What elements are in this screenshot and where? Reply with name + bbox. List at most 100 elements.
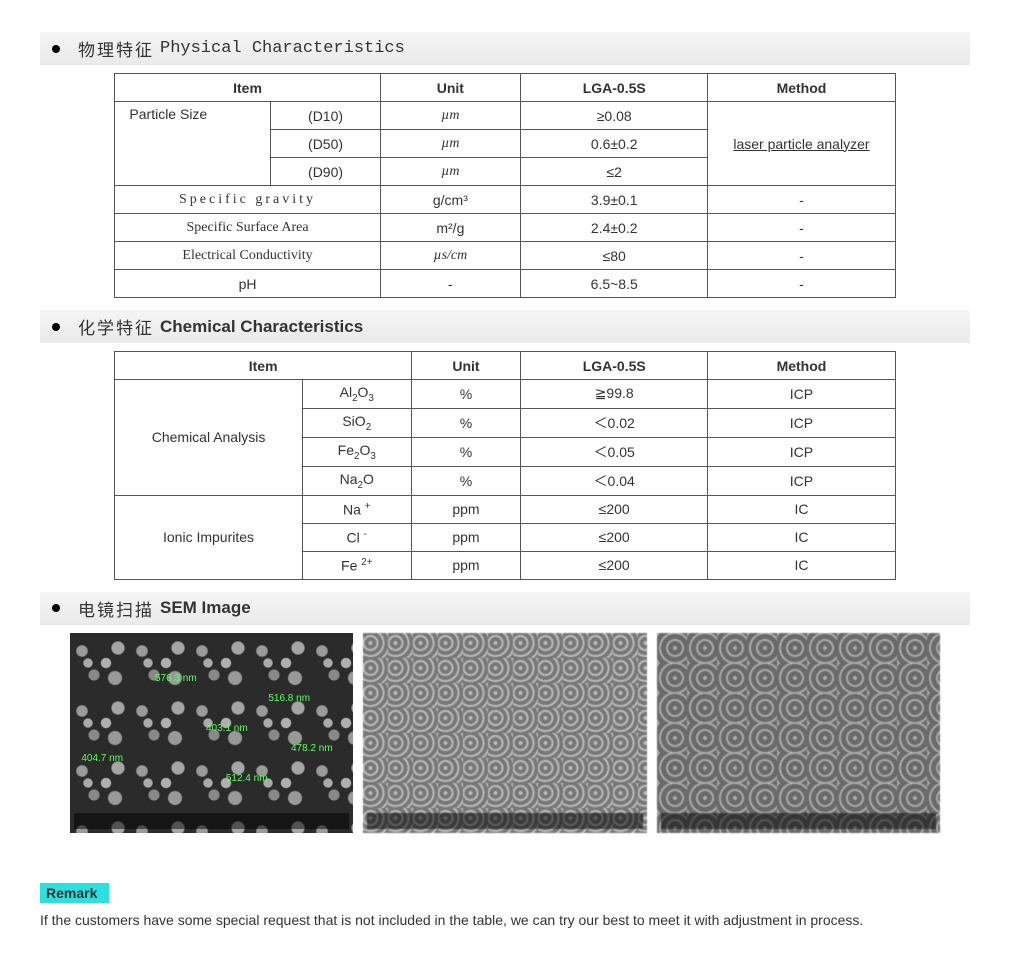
particle-size-label: Particle Size xyxy=(115,102,271,186)
method: IC xyxy=(708,495,895,523)
col-item: Item xyxy=(115,74,380,102)
group-label: Ionic Impurites xyxy=(115,495,302,579)
method: ICP xyxy=(708,408,895,437)
table-header-row: Item Unit LGA-0.5S Method xyxy=(115,352,895,380)
col-unit: Unit xyxy=(380,74,520,102)
unit: µs/cm xyxy=(380,242,520,270)
species: Cl - xyxy=(302,523,411,551)
value: ＜0.05 xyxy=(521,437,708,466)
value: ≤2 xyxy=(521,158,708,186)
remark-text: If the customers have some special reque… xyxy=(40,909,970,931)
species: SiO2 xyxy=(302,408,411,437)
d-sub: (D10) xyxy=(271,102,380,130)
unit: - xyxy=(380,270,520,298)
value: 3.9±0.1 xyxy=(521,186,708,214)
item: Electrical Conductivity xyxy=(115,242,380,270)
sem-annot: 512.4 nm xyxy=(226,773,268,784)
section-cn: 物理特征 xyxy=(78,36,154,61)
item: pH xyxy=(115,270,380,298)
unit: m²/g xyxy=(380,214,520,242)
species: Fe 2+ xyxy=(302,551,411,579)
value: ≤200 xyxy=(521,495,708,523)
bullet-icon xyxy=(52,604,60,612)
sem-info-bar xyxy=(74,813,349,829)
table-row: Ionic Impurites Na + ppm ≤200 IC xyxy=(115,495,895,523)
value: ≤80 xyxy=(521,242,708,270)
value: ≧99.8 xyxy=(521,380,708,409)
col-unit: Unit xyxy=(411,352,520,380)
unit: ppm xyxy=(411,495,520,523)
unit: µm xyxy=(380,130,520,158)
value: ≥0.08 xyxy=(521,102,708,130)
chemical-table: Item Unit LGA-0.5S Method Chemical Analy… xyxy=(114,351,895,580)
physical-table: Item Unit LGA-0.5S Method Particle Size … xyxy=(114,73,895,298)
remark-block: Remark If the customers have some specia… xyxy=(40,883,970,931)
method-text: laser particle analyzer xyxy=(733,136,869,152)
sem-image-1: 404.7 nm 576.3 nm 403.1 nm 516.8 nm 512.… xyxy=(70,633,353,833)
sem-image-3 xyxy=(657,633,940,833)
d-sub: (D90) xyxy=(271,158,380,186)
col-method: Method xyxy=(708,352,895,380)
method: ICP xyxy=(708,437,895,466)
unit: µm xyxy=(380,102,520,130)
section-en: SEM Image xyxy=(160,598,251,618)
method: IC xyxy=(708,523,895,551)
section-cn: 化学特征 xyxy=(78,314,154,339)
item: Specific gravity xyxy=(115,186,380,214)
method: ICP xyxy=(708,466,895,495)
unit: ppm xyxy=(411,551,520,579)
unit: % xyxy=(411,437,520,466)
col-product: LGA-0.5S xyxy=(521,74,708,102)
remark-title: Remark xyxy=(40,883,109,903)
col-method: Method xyxy=(708,74,895,102)
method: - xyxy=(708,270,895,298)
d-sub: (D50) xyxy=(271,130,380,158)
species: Al2O3 xyxy=(302,380,411,409)
table-row: Electrical Conductivity µs/cm ≤80 - xyxy=(115,242,895,270)
method: IC xyxy=(708,551,895,579)
table-row: Chemical Analysis Al2O3 % ≧99.8 ICP xyxy=(115,380,895,409)
bullet-icon xyxy=(52,323,60,331)
value: 6.5~8.5 xyxy=(521,270,708,298)
table-row: pH - 6.5~8.5 - xyxy=(115,270,895,298)
sem-annot: 478.2 nm xyxy=(291,743,333,754)
section-cn: 电镜扫描 xyxy=(78,596,154,621)
species: Na + xyxy=(302,495,411,523)
item: Specific Surface Area xyxy=(115,214,380,242)
sem-annot: 576.3 nm xyxy=(155,673,197,684)
sem-image-2 xyxy=(363,633,646,833)
section-header-sem: 电镜扫描 SEM Image xyxy=(40,592,970,625)
value: ≤200 xyxy=(521,551,708,579)
section-en: Chemical Characteristics xyxy=(160,317,363,337)
value: 2.4±0.2 xyxy=(521,214,708,242)
value: ≤200 xyxy=(521,523,708,551)
value: 0.6±0.2 xyxy=(521,130,708,158)
sem-annot: 403.1 nm xyxy=(206,723,248,734)
col-item: Item xyxy=(115,352,411,380)
bullet-icon xyxy=(52,45,60,53)
unit: % xyxy=(411,466,520,495)
section-en: Physical Characteristics xyxy=(160,39,405,58)
sem-info-bar xyxy=(661,813,936,829)
species: Fe2O3 xyxy=(302,437,411,466)
sem-annot: 404.7 nm xyxy=(81,753,123,764)
table-row: Particle Size (D10) µm ≥0.08 laser parti… xyxy=(115,102,895,130)
unit: µm xyxy=(380,158,520,186)
method: - xyxy=(708,214,895,242)
method: - xyxy=(708,186,895,214)
sem-info-bar xyxy=(367,813,642,829)
species: Na2O xyxy=(302,466,411,495)
unit: ppm xyxy=(411,523,520,551)
method: - xyxy=(708,242,895,270)
col-product: LGA-0.5S xyxy=(521,352,708,380)
table-row: Specific Surface Area m²/g 2.4±0.2 - xyxy=(115,214,895,242)
sem-annot: 516.8 nm xyxy=(268,693,310,704)
group-label: Chemical Analysis xyxy=(115,380,302,496)
section-header-physical: 物理特征 Physical Characteristics xyxy=(40,32,970,65)
table-row: Specific gravity g/cm³ 3.9±0.1 - xyxy=(115,186,895,214)
method-particle: laser particle analyzer xyxy=(708,102,895,186)
value: ＜0.02 xyxy=(521,408,708,437)
sem-image-row: 404.7 nm 576.3 nm 403.1 nm 516.8 nm 512.… xyxy=(40,633,970,833)
unit: % xyxy=(411,408,520,437)
method: ICP xyxy=(708,380,895,409)
